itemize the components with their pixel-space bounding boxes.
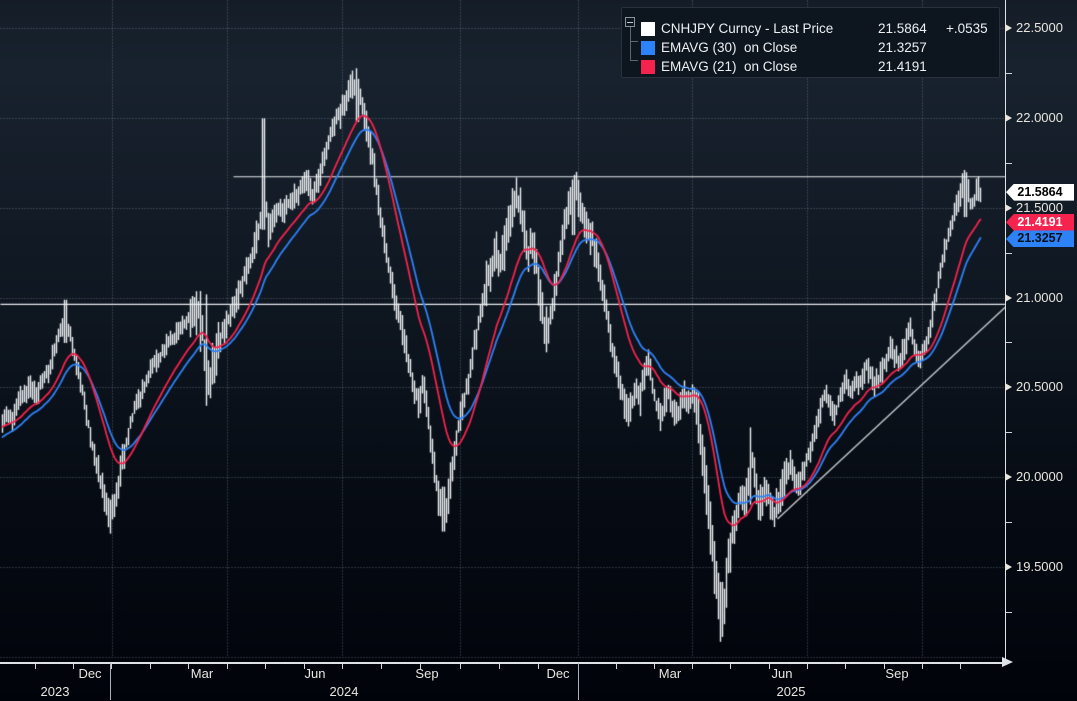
x-axis-year-label: 2025 [776,684,806,699]
y-axis-minor-tick [1006,432,1012,434]
x-axis-year-separator [578,663,579,700]
x-axis-tick [538,663,539,669]
y-axis-minor-tick [1006,72,1012,74]
series-value: 21.4191 [878,59,927,74]
legend-row-last-price[interactable]: CNHJPY Curncy - Last Price 21.5864 +.053… [622,19,999,38]
x-axis-tick [35,663,36,669]
x-axis-tick [692,663,693,669]
x-axis-month-label: Dec [78,666,102,681]
x-axis-tick [884,663,885,669]
x-axis-tick [111,663,112,669]
series-swatch-emavg30 [641,40,655,55]
x-axis-tick [960,663,961,669]
y-axis-tick-arrow-icon [1005,383,1012,392]
x-axis-tick [460,663,461,669]
x-axis-tick [150,663,151,669]
x-axis-year-label: 2024 [329,684,359,699]
legend-row-emavg30[interactable]: EMAVG (30) on Close 21.3257 [622,38,999,57]
ema21-price-badge: 21.4191 [1006,213,1074,231]
x-axis-tick [304,663,305,669]
x-axis-tick [499,663,500,669]
x-axis-year-separator [110,663,111,700]
y-axis-tick-label: 22.0000 [1016,109,1063,125]
x-axis-tick [73,663,74,669]
series-label: EMAVG (30) on Close [661,40,798,55]
series-swatch-emavg21 [641,59,655,74]
x-axis-tick [922,663,923,669]
legend-collapse-toggle[interactable] [625,17,635,27]
y-axis-tick-arrow-icon [1005,203,1012,212]
y-axis-tick-label: 21.5000 [1016,199,1063,215]
x-axis-month-label: Sep [415,666,439,681]
series-label: EMAVG (21) on Close [661,59,798,74]
y-axis-tick-label: 21.0000 [1016,289,1063,305]
series-value: 21.5864 [878,21,927,36]
x-axis-tick [616,663,617,669]
series-value: 21.3257 [878,40,927,55]
ema30-price-badge: 21.3257 [1006,230,1074,248]
last-price-badge: 21.5864 [1006,183,1074,201]
legend-row-emavg21[interactable]: EMAVG (21) on Close 21.4191 [622,57,999,76]
y-axis-minor-tick [1006,611,1012,613]
x-axis-tick [845,663,846,669]
ema21-badge-value: 21.4191 [1017,214,1063,229]
series-label: CNHJPY Curncy - Last Price [661,21,834,36]
y-axis-minor-tick [1006,342,1012,344]
x-axis-month-label: Sep [885,666,909,681]
ema30-badge-value: 21.3257 [1017,231,1063,246]
x-axis-tick [265,663,266,669]
y-axis-line [1005,0,1006,663]
y-axis-tick-arrow-icon [1005,563,1012,571]
y-axis-tick-label: 22.5000 [1016,20,1063,35]
y-axis-tick-arrow-icon [1005,113,1012,122]
x-axis-month-label: Dec [546,666,570,681]
x-axis-tick [654,663,655,669]
legend-tree-line [630,60,638,61]
x-axis-tick [381,663,382,669]
y-axis-tick-label: 19.5000 [1016,559,1063,574]
x-axis-month-label: Jun [771,666,793,681]
y-axis-tick-label: 20.0000 [1016,469,1063,485]
series-change: +.0535 [946,21,988,36]
legend-tree-line [630,27,631,61]
legend-panel: CNHJPY Curncy - Last Price 21.5864 +.053… [621,7,1000,78]
y-axis-minor-tick [1006,252,1012,254]
last-price-badge-value: 21.5864 [1017,184,1063,199]
x-axis-month-label: Mar [658,666,682,681]
x-axis-arrow-icon [1002,657,1013,667]
x-axis-tick [227,663,228,669]
x-axis-tick [807,663,808,669]
x-axis-line [0,662,1006,664]
x-axis-month-label: Mar [190,666,214,681]
x-axis-month-label: Jun [304,666,326,681]
x-axis-tick [769,663,770,669]
series-swatch-last-price [641,21,655,36]
x-axis-tick [420,663,421,669]
x-axis-tick [730,663,731,669]
y-axis-minor-tick [1006,162,1012,164]
y-axis-tick-arrow-icon [1005,24,1012,32]
x-axis-tick [342,663,343,669]
y-axis-tick-label: 20.5000 [1016,379,1063,395]
y-axis-minor-tick [1006,522,1012,524]
price-chart-canvas[interactable] [0,0,1006,662]
x-axis-tick [188,663,189,669]
y-axis-tick-arrow-icon [1005,293,1012,302]
y-axis-tick-arrow-icon [1005,473,1012,482]
legend-tree-line [630,41,638,42]
x-axis-year-label: 2023 [40,684,70,699]
